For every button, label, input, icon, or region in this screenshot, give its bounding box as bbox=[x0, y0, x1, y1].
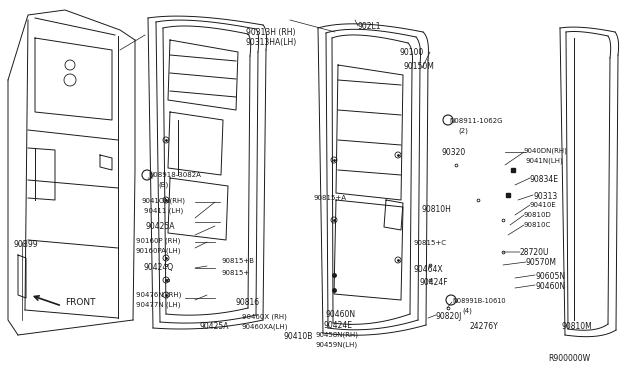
Text: (2): (2) bbox=[458, 128, 468, 135]
Text: 90425A: 90425A bbox=[145, 222, 175, 231]
Text: 90815+C: 90815+C bbox=[414, 240, 447, 246]
Text: 90816: 90816 bbox=[236, 298, 260, 307]
Text: 90150M: 90150M bbox=[403, 62, 434, 71]
Text: 90160PA(LH): 90160PA(LH) bbox=[136, 248, 182, 254]
Text: 90810H: 90810H bbox=[421, 205, 451, 214]
Text: 90425A: 90425A bbox=[200, 322, 230, 331]
Text: N08911-1062G: N08911-1062G bbox=[449, 118, 502, 124]
Text: 90815+B: 90815+B bbox=[222, 258, 255, 264]
Text: 90313: 90313 bbox=[533, 192, 557, 201]
Text: 90815+: 90815+ bbox=[222, 270, 250, 276]
Text: 90458N(RH): 90458N(RH) bbox=[316, 332, 359, 339]
Text: 90460XA(LH): 90460XA(LH) bbox=[242, 323, 289, 330]
Text: 90570M: 90570M bbox=[526, 258, 557, 267]
Text: 90424F: 90424F bbox=[420, 278, 449, 287]
Text: 90820J: 90820J bbox=[436, 312, 462, 321]
Text: 90411 (LH): 90411 (LH) bbox=[144, 208, 183, 215]
Text: 90313HA(LH): 90313HA(LH) bbox=[246, 38, 297, 47]
Text: 90410E: 90410E bbox=[530, 202, 557, 208]
Text: 90320: 90320 bbox=[441, 148, 465, 157]
Text: R900000W: R900000W bbox=[548, 354, 590, 363]
Text: 90815+A: 90815+A bbox=[314, 195, 347, 201]
Text: FRONT: FRONT bbox=[65, 298, 95, 307]
Text: 9041N(LH): 9041N(LH) bbox=[526, 158, 564, 164]
Text: 90459N(LH): 90459N(LH) bbox=[316, 342, 358, 349]
Text: 90424E: 90424E bbox=[323, 321, 352, 330]
Text: (4): (4) bbox=[462, 308, 472, 314]
Text: 28720U: 28720U bbox=[520, 248, 550, 257]
Text: 90410B: 90410B bbox=[284, 332, 314, 341]
Text: 90160P (RH): 90160P (RH) bbox=[136, 238, 180, 244]
Text: 90100: 90100 bbox=[400, 48, 424, 57]
Text: 9041ON(RH): 9041ON(RH) bbox=[142, 198, 186, 205]
Text: 90477N (LH): 90477N (LH) bbox=[136, 302, 180, 308]
Text: 90460N: 90460N bbox=[535, 282, 565, 291]
Text: 90476N (RH): 90476N (RH) bbox=[136, 292, 181, 298]
Text: 90424Q: 90424Q bbox=[143, 263, 173, 272]
Text: N08991B-10610: N08991B-10610 bbox=[452, 298, 506, 304]
Text: 90460N: 90460N bbox=[325, 310, 355, 319]
Text: 9040DN(RH): 9040DN(RH) bbox=[524, 148, 568, 154]
Text: 24276Y: 24276Y bbox=[470, 322, 499, 331]
Text: 90313H (RH): 90313H (RH) bbox=[246, 28, 296, 37]
Text: 90834E: 90834E bbox=[530, 175, 559, 184]
Text: 90460X (RH): 90460X (RH) bbox=[242, 313, 287, 320]
Text: 902L1: 902L1 bbox=[358, 22, 381, 31]
Text: 90810M: 90810M bbox=[562, 322, 593, 331]
Text: (B): (B) bbox=[158, 182, 168, 189]
Text: 90464X: 90464X bbox=[414, 265, 444, 274]
Text: 90605N: 90605N bbox=[535, 272, 565, 281]
Text: 90810D: 90810D bbox=[524, 212, 552, 218]
Text: N08918-3082A: N08918-3082A bbox=[148, 172, 201, 178]
Text: 90810C: 90810C bbox=[524, 222, 551, 228]
Text: 90B99: 90B99 bbox=[14, 240, 38, 249]
